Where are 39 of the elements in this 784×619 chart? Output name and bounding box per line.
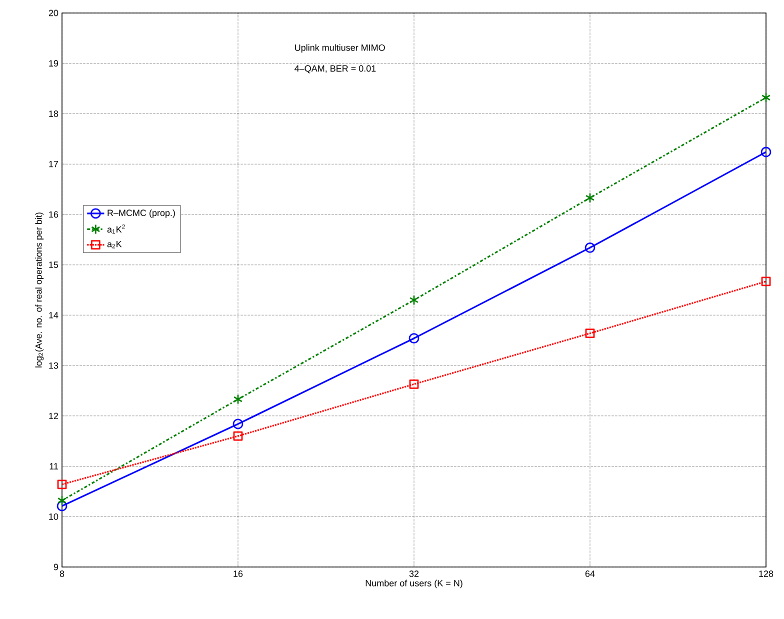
legend-label: a$_{2}$K <box>107 240 122 248</box>
y-tick-label: 11 <box>50 463 58 470</box>
x-tick-label: 16 <box>234 570 243 577</box>
point <box>760 146 772 158</box>
point <box>408 333 420 344</box>
y-tick-label: 14 <box>49 312 58 318</box>
point <box>585 192 595 204</box>
x-tick-label: 128 <box>759 570 774 577</box>
point <box>584 242 596 253</box>
point <box>56 500 68 512</box>
y-tick-label: 12 <box>49 412 58 420</box>
point <box>232 418 244 430</box>
legend-label: a$_{1}$K$^{2}$ <box>107 224 125 234</box>
annotation: 4–QAM, BER = 0.01 <box>294 65 376 74</box>
y-tick-label: 10 <box>49 513 58 520</box>
point <box>233 394 243 404</box>
y-axis-title: log$_{2}$(Ave. no. of real operations per bit) <box>35 212 44 368</box>
x-tick-label: 32 <box>409 570 419 577</box>
legend-label: R–MCMC (prop.) <box>108 209 175 218</box>
y-tick-label: 13 <box>49 362 58 369</box>
y-tick-label: 9 <box>54 564 58 570</box>
annotation: Uplink multiuser MIMO <box>295 44 385 53</box>
y-tick-label: 18 <box>49 110 58 117</box>
point <box>233 431 243 441</box>
point <box>761 276 771 286</box>
y-tick-label: 19 <box>49 60 58 67</box>
x-tick-label: 64 <box>585 570 595 577</box>
point <box>761 92 771 103</box>
point <box>409 294 419 306</box>
y-tick-label: 20 <box>48 10 58 16</box>
point <box>585 328 595 338</box>
y-tick-label: 17 <box>49 160 58 168</box>
y-tick-label: 16 <box>49 211 58 218</box>
point <box>57 495 67 506</box>
point <box>57 480 67 490</box>
point <box>409 379 419 389</box>
y-tick-label: 15 <box>49 262 58 268</box>
x-tick-label: 8 <box>60 570 64 577</box>
x-axis-title: Number of users (K = N) <box>366 580 462 588</box>
